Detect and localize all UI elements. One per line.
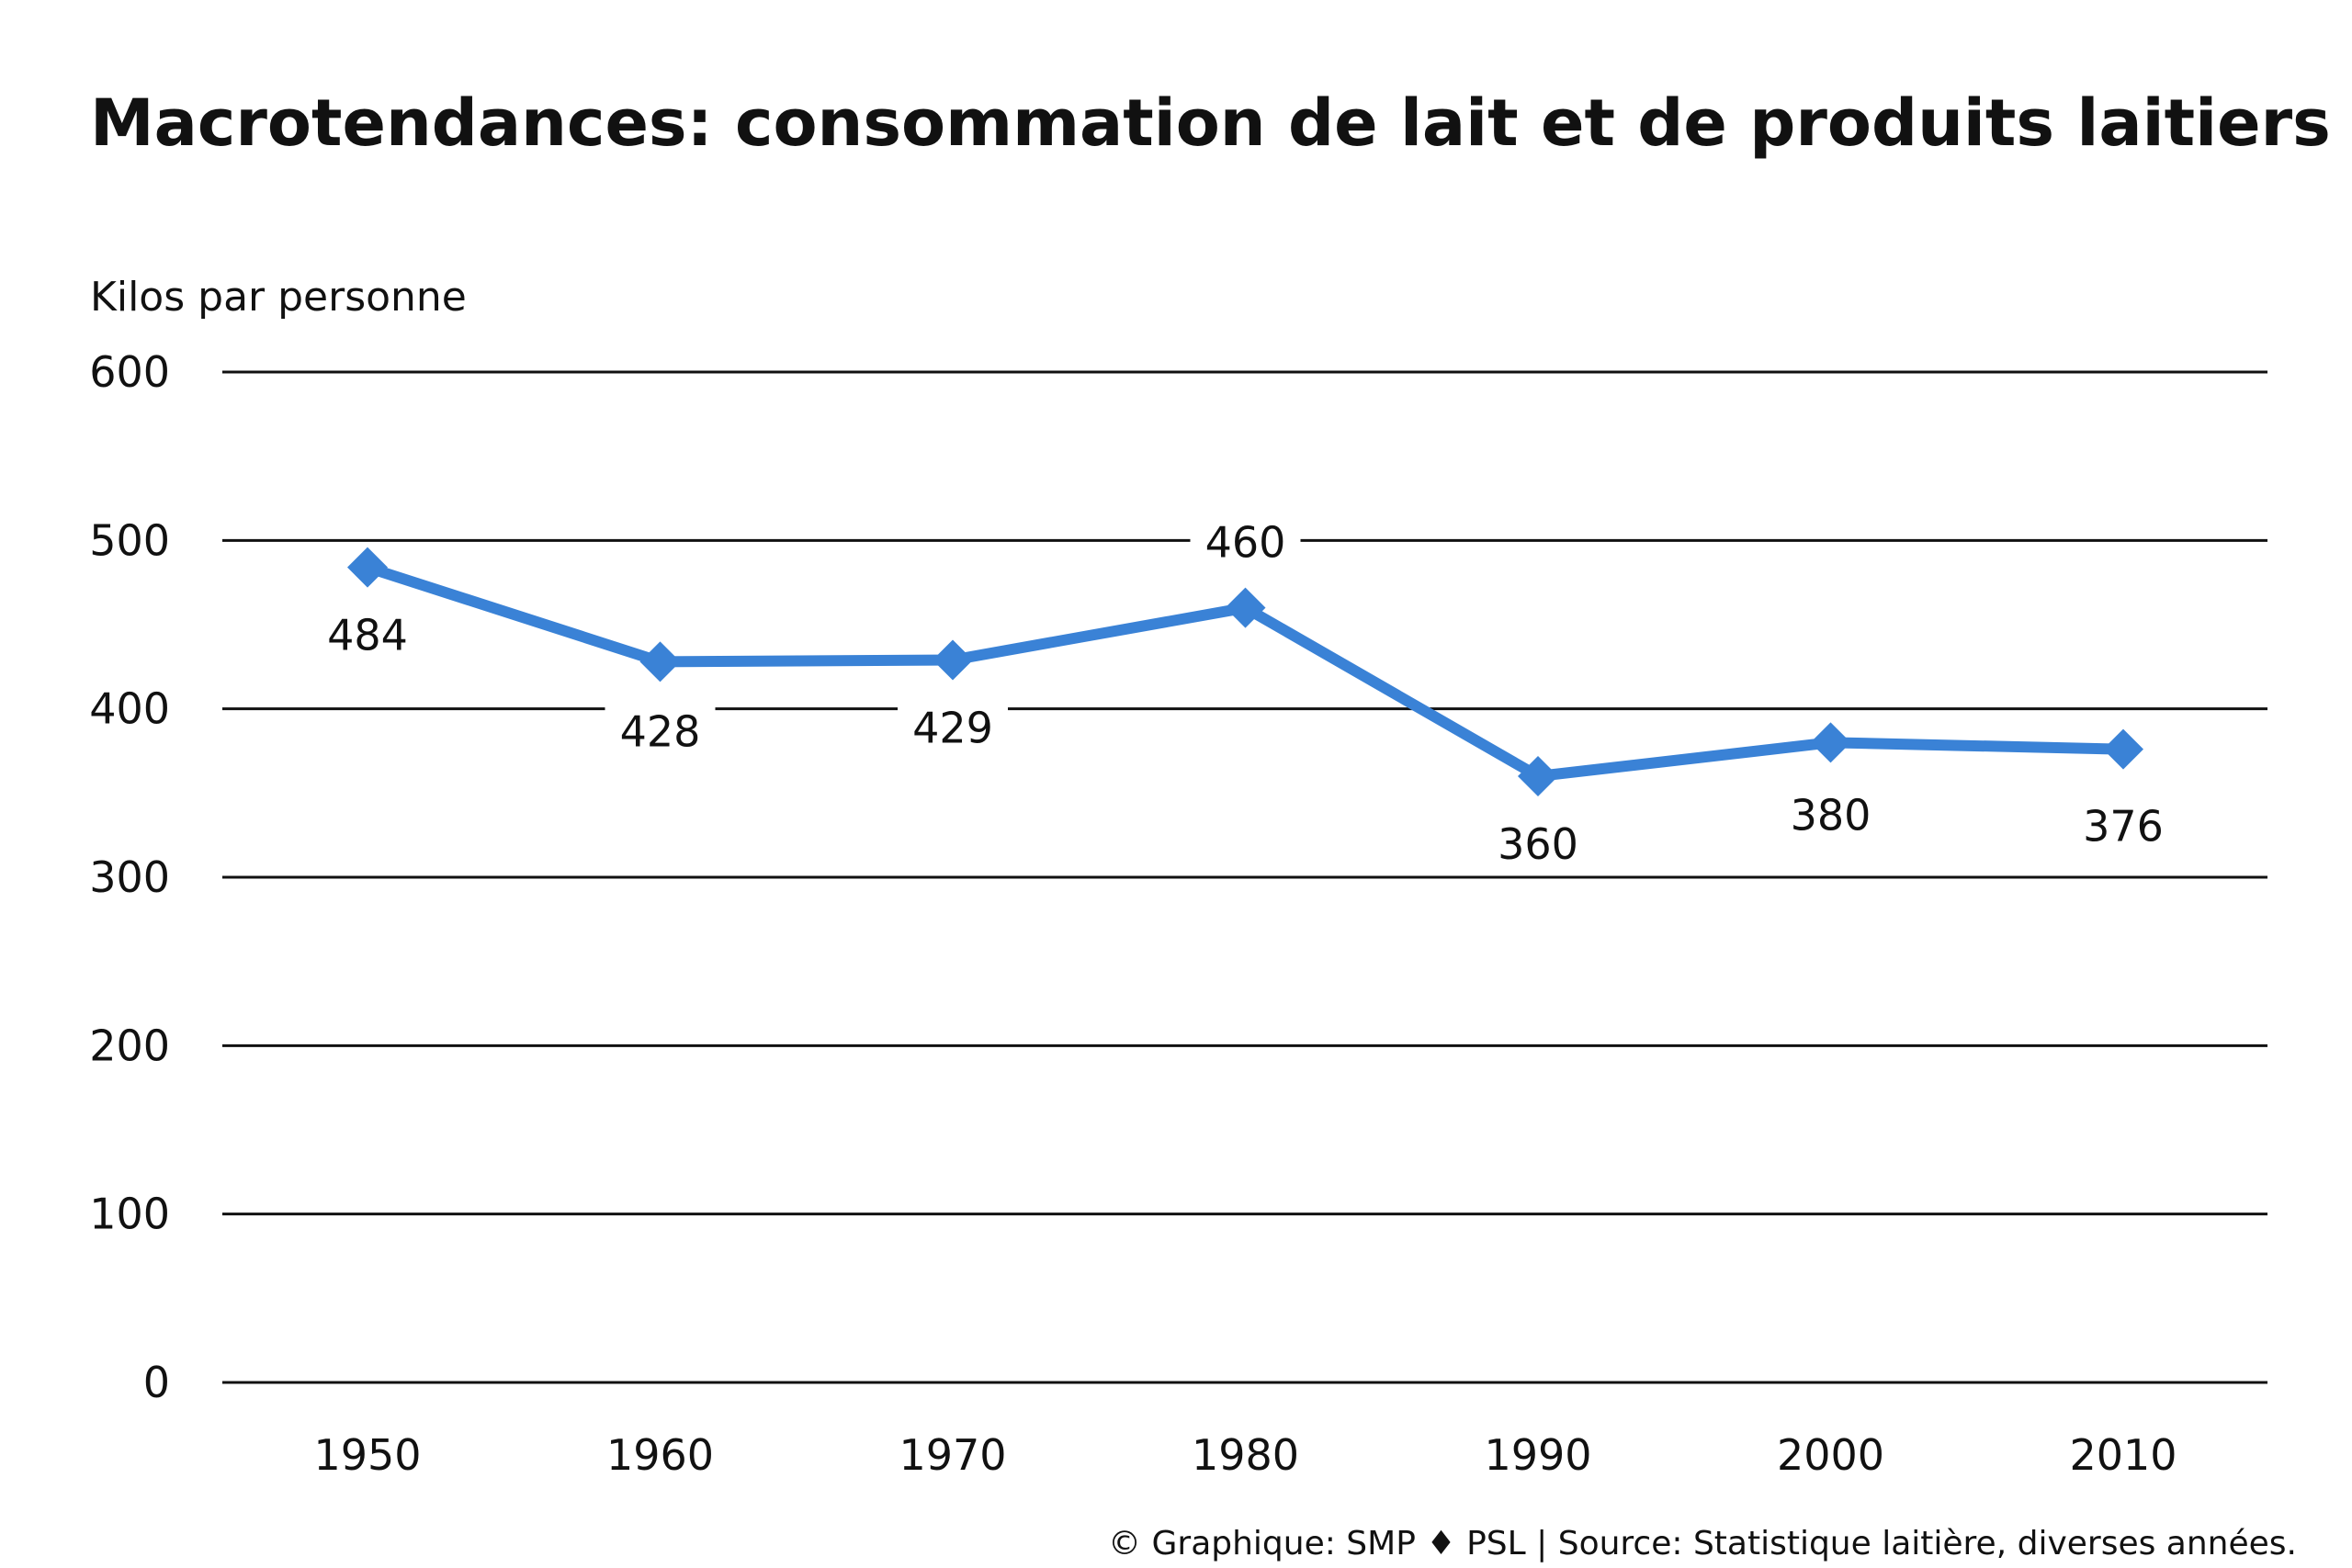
data-point-marker	[1518, 756, 1558, 796]
data-point-marker	[1810, 722, 1851, 763]
grid-layer	[222, 370, 2267, 1384]
chart-title: Macrotendances: consommation de lait et …	[90, 85, 2331, 161]
data-point-marker	[639, 641, 681, 682]
data-label: 376	[2083, 802, 2164, 852]
x-tick-layer: 1950 1960 1970 1980 1990 2000 2010	[313, 1430, 2177, 1480]
data-label-layer: 484 428 429 460 360 380 376	[327, 518, 2164, 869]
data-point-marker	[347, 547, 388, 588]
y-tick-label: 200	[89, 1021, 170, 1070]
x-tick-label: 1950	[313, 1430, 421, 1480]
y-tick-label: 300	[89, 852, 170, 902]
y-tick-label: 600	[89, 347, 170, 397]
y-tick-label: 400	[89, 684, 170, 734]
x-tick-label: 2000	[1777, 1430, 1884, 1480]
data-point-marker	[933, 639, 973, 681]
data-label: 484	[327, 611, 408, 660]
y-tick-layer: 600 500 400 300 200 100 0	[89, 347, 170, 1407]
data-label: 460	[1205, 518, 1286, 568]
x-tick-label: 1980	[1192, 1430, 1299, 1480]
x-tick-label: 1960	[606, 1430, 714, 1480]
y-tick-label: 500	[89, 515, 170, 565]
footer-credit: © Graphique: SMP ♦ PSL | Source: Statist…	[1108, 1525, 2297, 1562]
y-tick-label: 100	[89, 1190, 170, 1239]
y-tick-label: 0	[143, 1358, 170, 1407]
x-tick-label: 1970	[899, 1430, 1006, 1480]
x-tick-label: 2010	[2069, 1430, 2177, 1480]
y-axis-label: Kilos par personne	[90, 274, 467, 321]
data-label: 360	[1498, 819, 1578, 869]
data-label: 380	[1791, 790, 1871, 840]
data-label: 428	[620, 706, 701, 756]
series-layer	[347, 547, 2143, 796]
data-point-marker	[1225, 587, 1266, 628]
x-tick-label: 1990	[1484, 1430, 1591, 1480]
data-label: 429	[912, 704, 993, 753]
data-point-marker	[2103, 728, 2143, 770]
